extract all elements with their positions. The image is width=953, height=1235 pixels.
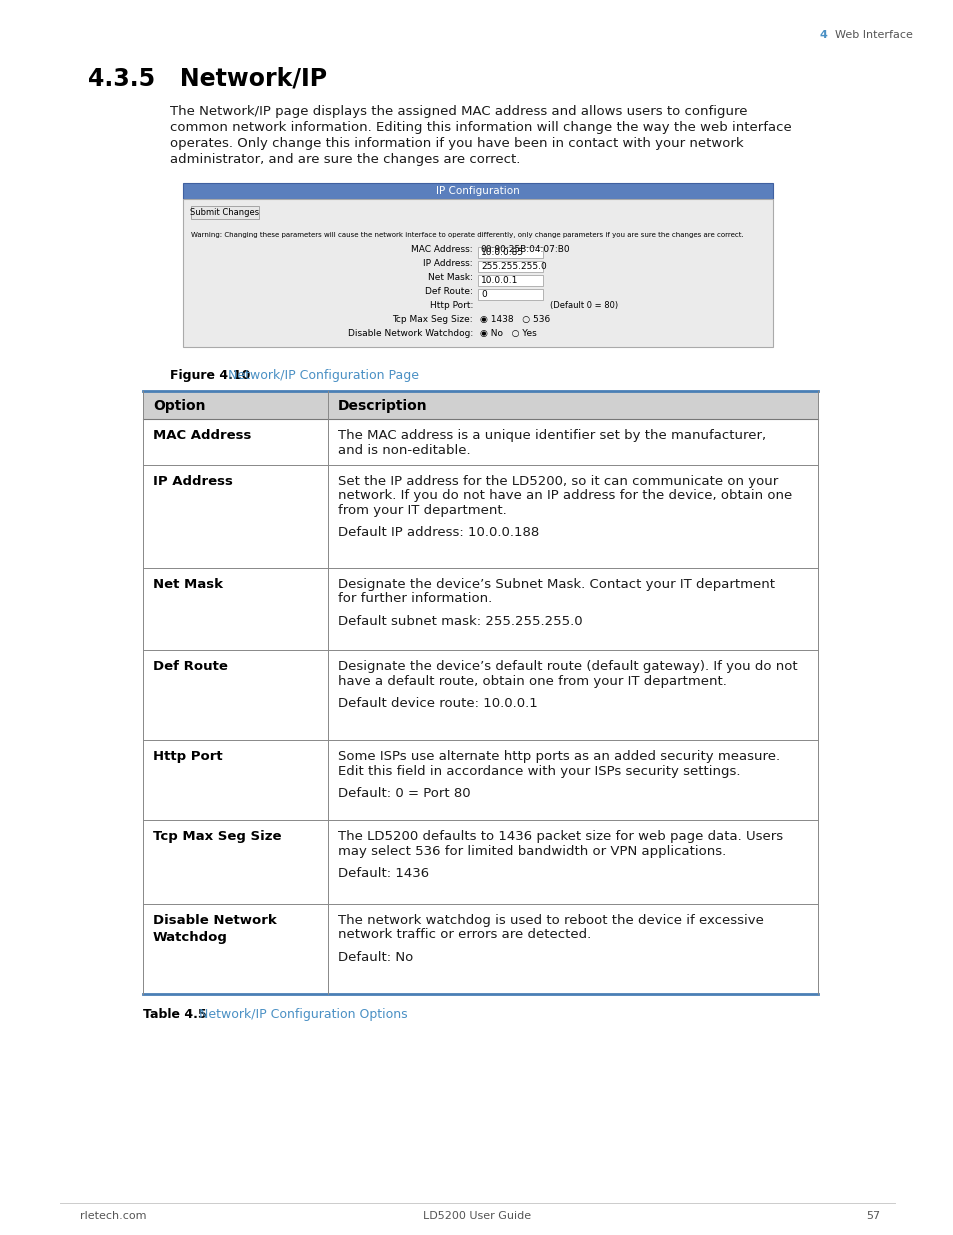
Text: 10.0.0.85: 10.0.0.85 (480, 248, 523, 257)
Text: Http Port: Http Port (152, 750, 222, 763)
Text: Default subnet mask: 255.255.255.0: Default subnet mask: 255.255.255.0 (337, 615, 582, 629)
Bar (183, 183, 772, 199)
Text: Disable Network
Watchdog: Disable Network Watchdog (152, 914, 276, 944)
Text: The LD5200 defaults to 1436 packet size for web page data. Users: The LD5200 defaults to 1436 packet size … (337, 830, 782, 844)
Text: 57: 57 (865, 1212, 879, 1221)
Text: common network information. Editing this information will change the way the web: common network information. Editing this… (170, 121, 791, 135)
Text: Default IP address: 10.0.0.188: Default IP address: 10.0.0.188 (337, 526, 538, 540)
Text: Net Mask: Net Mask (152, 578, 223, 592)
Text: Web Interface: Web Interface (827, 30, 912, 40)
Text: MAC Address:: MAC Address: (411, 245, 473, 254)
Bar (477, 247, 542, 258)
Text: 10.0.0.1: 10.0.0.1 (480, 275, 517, 285)
Text: administrator, and are sure the changes are correct.: administrator, and are sure the changes … (170, 153, 519, 165)
Text: Tcp Max Seg Size:: Tcp Max Seg Size: (392, 315, 473, 324)
Text: (Default 0 = 80): (Default 0 = 80) (550, 301, 618, 310)
Text: Default device route: 10.0.0.1: Default device route: 10.0.0.1 (337, 697, 537, 710)
Text: operates. Only change this information if you have been in contact with your net: operates. Only change this information i… (170, 137, 742, 149)
Bar (477, 289, 542, 300)
Bar (143, 904, 817, 994)
Text: 255.255.255.0: 255.255.255.0 (480, 262, 546, 270)
Text: Submit Changes: Submit Changes (191, 207, 259, 217)
Text: IP Configuration: IP Configuration (436, 186, 519, 196)
Text: Option: Option (152, 399, 205, 412)
Text: Table 4.5: Table 4.5 (143, 1008, 207, 1021)
Text: Designate the device’s Subnet Mask. Contact your IT department: Designate the device’s Subnet Mask. Cont… (337, 578, 774, 592)
Text: rletech.com: rletech.com (80, 1212, 147, 1221)
Text: IP Address:: IP Address: (423, 259, 473, 268)
Text: 4: 4 (820, 30, 827, 40)
Bar (143, 740, 817, 820)
Text: LD5200 User Guide: LD5200 User Guide (422, 1212, 531, 1221)
Bar (183, 199, 772, 347)
Text: Some ISPs use alternate http ports as an added security measure.: Some ISPs use alternate http ports as an… (337, 750, 780, 763)
Text: Disable Network Watchdog:: Disable Network Watchdog: (348, 329, 473, 338)
Bar (143, 820, 817, 904)
Text: Def Route:: Def Route: (425, 287, 473, 296)
Text: for further information.: for further information. (337, 593, 492, 605)
Text: ◉ No   ○ Yes: ◉ No ○ Yes (479, 329, 537, 338)
Text: 00:90:25B:04:07:B0: 00:90:25B:04:07:B0 (479, 245, 569, 254)
Bar (191, 206, 258, 219)
Text: Def Route: Def Route (152, 659, 228, 673)
Text: The Network/IP page displays the assigned MAC address and allows users to config: The Network/IP page displays the assigne… (170, 105, 747, 119)
Text: Figure 4.10: Figure 4.10 (170, 369, 250, 382)
Text: The network watchdog is used to reboot the device if excessive: The network watchdog is used to reboot t… (337, 914, 763, 927)
Text: Http Port:: Http Port: (429, 301, 473, 310)
Text: 0: 0 (480, 290, 486, 299)
Text: Net Mask:: Net Mask: (428, 273, 473, 282)
Bar (477, 261, 542, 272)
Text: Default: 1436: Default: 1436 (337, 867, 429, 881)
Bar (143, 391, 817, 419)
Text: may select 536 for limited bandwidth or VPN applications.: may select 536 for limited bandwidth or … (337, 845, 725, 857)
Text: ◉ 1438   ○ 536: ◉ 1438 ○ 536 (479, 315, 550, 324)
Text: IP Address: IP Address (152, 475, 233, 488)
Text: and is non-editable.: and is non-editable. (337, 443, 470, 457)
Bar (143, 466, 817, 568)
Text: from your IT department.: from your IT department. (337, 504, 506, 517)
Text: Edit this field in accordance with your ISPs security settings.: Edit this field in accordance with your … (337, 764, 740, 778)
Text: Default: No: Default: No (337, 951, 413, 965)
Text: Set the IP address for the LD5200, so it can communicate on your: Set the IP address for the LD5200, so it… (337, 475, 778, 488)
Text: Warning: Changing these parameters will cause the network interface to operate d: Warning: Changing these parameters will … (191, 232, 743, 238)
Text: Network/IP Configuration Options: Network/IP Configuration Options (191, 1008, 407, 1021)
Text: Network/IP Configuration Page: Network/IP Configuration Page (224, 369, 418, 382)
Text: 4.3.5   Network/IP: 4.3.5 Network/IP (88, 67, 327, 91)
Text: Designate the device’s default route (default gateway). If you do not: Designate the device’s default route (de… (337, 659, 797, 673)
Text: Description: Description (337, 399, 427, 412)
Text: network. If you do not have an IP address for the device, obtain one: network. If you do not have an IP addres… (337, 489, 791, 503)
Text: The MAC address is a unique identifier set by the manufacturer,: The MAC address is a unique identifier s… (337, 429, 765, 442)
Bar (143, 419, 817, 466)
Text: Default: 0 = Port 80: Default: 0 = Port 80 (337, 787, 470, 800)
Text: Tcp Max Seg Size: Tcp Max Seg Size (152, 830, 281, 844)
Bar (143, 568, 817, 650)
Text: MAC Address: MAC Address (152, 429, 251, 442)
Bar (477, 275, 542, 287)
Bar (143, 650, 817, 740)
Text: network traffic or errors are detected.: network traffic or errors are detected. (337, 929, 591, 941)
Text: have a default route, obtain one from your IT department.: have a default route, obtain one from yo… (337, 674, 726, 688)
